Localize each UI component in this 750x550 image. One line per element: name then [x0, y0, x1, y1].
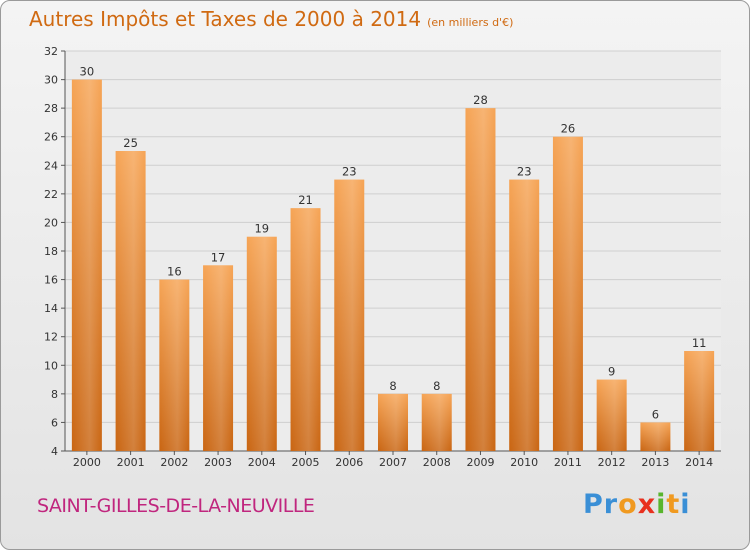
bar-layer — [71, 79, 715, 452]
x-tick-label: 2000 — [73, 456, 101, 469]
bar-highlight — [246, 236, 277, 451]
y-tick-label: 22 — [44, 188, 58, 201]
y-tick-label: 14 — [44, 302, 58, 315]
y-tick-label: 10 — [44, 359, 58, 372]
data-label: 21 — [298, 193, 313, 207]
data-label: 23 — [342, 165, 357, 179]
x-tick-label: 2008 — [423, 456, 451, 469]
data-label: 19 — [254, 222, 269, 236]
y-tick-label: 12 — [44, 331, 58, 344]
y-tick-label: 8 — [51, 388, 58, 401]
y-tick-label: 30 — [44, 74, 58, 87]
x-tick-label: 2012 — [598, 456, 626, 469]
data-label: 26 — [561, 122, 576, 136]
logo-letter: t — [666, 489, 681, 520]
y-tick-label: 32 — [44, 45, 58, 58]
data-label: 30 — [80, 65, 95, 79]
y-tick-label: 26 — [44, 131, 58, 144]
data-label: 6 — [652, 407, 659, 421]
data-label: 28 — [473, 93, 488, 107]
bar-highlight — [115, 151, 146, 451]
proxiti-logo: Proxiti — [583, 489, 691, 520]
data-label: 8 — [433, 379, 440, 393]
x-tick-label: 2010 — [510, 456, 538, 469]
logo-letter: x — [637, 489, 657, 520]
x-tick-label: 2007 — [379, 456, 407, 469]
data-label: 16 — [167, 265, 182, 279]
bar-highlight — [290, 208, 321, 451]
x-tick-label: 2003 — [204, 456, 232, 469]
bar-highlight — [421, 393, 452, 451]
bar-highlight — [378, 393, 408, 451]
bar-highlight — [334, 179, 365, 452]
x-tick-label: 2009 — [466, 456, 494, 469]
logo-letter: P — [583, 489, 604, 520]
chart-title: Autres Impôts et Taxes de 2000 à 2014 (en… — [29, 7, 513, 31]
bar-highlight — [596, 379, 627, 451]
y-tick-label: 24 — [44, 159, 58, 172]
y-tick-label: 20 — [44, 216, 58, 229]
commune-name: SAINT-GILLES-DE-LA-NEUVILLE — [37, 495, 315, 517]
x-tick-label: 2013 — [641, 456, 669, 469]
data-label: 8 — [389, 379, 396, 393]
data-label: 17 — [211, 250, 226, 264]
data-label: 11 — [692, 336, 707, 350]
data-label: 25 — [123, 136, 138, 150]
x-tick-label: 2001 — [117, 456, 145, 469]
x-tick-label: 2002 — [160, 456, 188, 469]
x-tick-label: 2014 — [685, 456, 713, 469]
chart-unit-label: (en milliers d'€) — [427, 16, 514, 29]
bar-highlight — [465, 108, 496, 452]
logo-letter: i — [680, 489, 691, 520]
x-tick-label: 2004 — [248, 456, 276, 469]
x-tick-label: 2005 — [292, 456, 320, 469]
logo-letter: i — [656, 489, 667, 520]
logo-letter: o — [618, 489, 638, 520]
y-tick-label: 18 — [44, 245, 58, 258]
bar-highlight — [509, 179, 540, 452]
x-tick-label: 2006 — [335, 456, 363, 469]
bar-highlight — [159, 279, 190, 451]
chart-title-text: Autres Impôts et Taxes de 2000 à 2014 — [29, 7, 422, 31]
x-tick-label: 2011 — [554, 456, 582, 469]
bar-highlight — [71, 79, 102, 452]
bar-highlight — [640, 422, 671, 451]
bar-highlight — [552, 136, 583, 451]
logo-letter: r — [603, 489, 619, 520]
data-label: 9 — [608, 365, 615, 379]
label-layer: 2000 30 2001 25 2002 16 2003 17 2004 19 2005 21 2006… — [73, 65, 713, 469]
y-tick-label: 28 — [44, 102, 58, 115]
y-tick-label: 4 — [51, 445, 58, 458]
y-tick-label: 6 — [51, 416, 58, 429]
bar-highlight — [203, 265, 234, 451]
y-tick-label: 16 — [44, 274, 58, 287]
data-label: 23 — [517, 165, 532, 179]
bar-highlight — [684, 351, 715, 451]
